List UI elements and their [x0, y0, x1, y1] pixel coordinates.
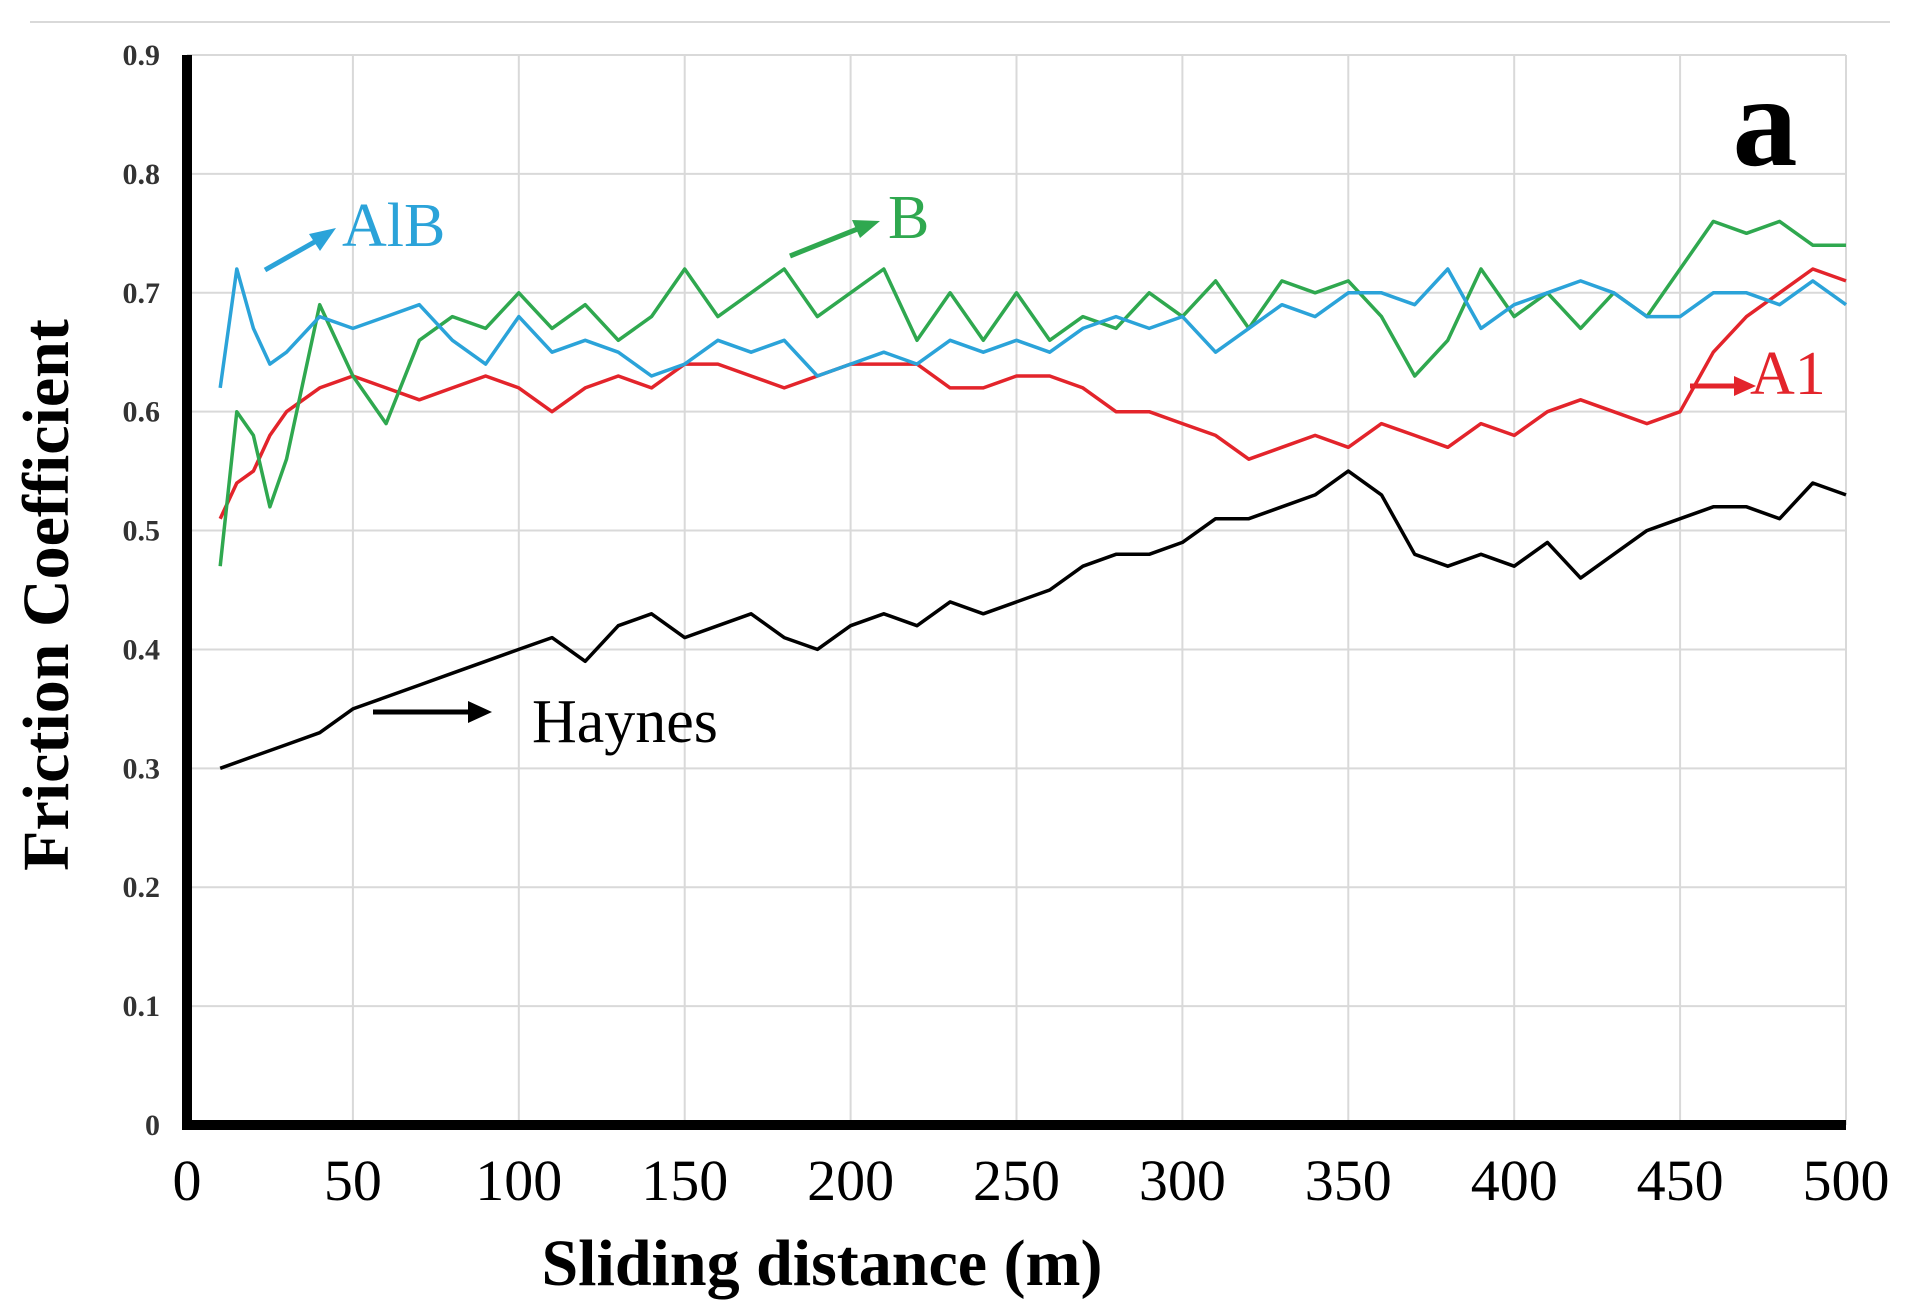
x-tick-label: 300 — [1139, 1148, 1226, 1213]
grid — [187, 54, 1847, 1125]
y-tick-label: 0.3 — [123, 752, 161, 785]
y-tick-label: 0.9 — [123, 39, 161, 72]
x-tick-label: 150 — [641, 1148, 728, 1213]
x-tick-label: 0 — [173, 1148, 202, 1213]
haynes-arrowhead — [468, 701, 492, 723]
a1-arrowhead — [1734, 376, 1756, 396]
panel-label: a — [1733, 50, 1798, 194]
alb-label: AlB — [342, 192, 445, 260]
y-tick-label: 0.1 — [123, 990, 161, 1023]
axes — [182, 55, 1846, 1130]
alb-arrowhead — [309, 228, 336, 251]
series-line-haynes — [219, 469, 1847, 770]
y-tick-label: 0.5 — [123, 515, 161, 548]
a1-label: A1 — [1750, 340, 1826, 408]
alb-arrow — [263, 237, 320, 273]
y-tick-label: 0.8 — [123, 158, 161, 191]
series-line-alb — [218, 267, 1848, 389]
y-tick-label: 0.6 — [123, 396, 161, 429]
series-line-a1 — [218, 267, 1847, 520]
annotation-alb: AlB — [263, 192, 445, 273]
x-tick-label: 100 — [475, 1148, 562, 1213]
b-arrowhead — [852, 220, 880, 238]
x-tick-label: 50 — [324, 1148, 382, 1213]
x-tick-labels: 0 50 100 150 200 250 300 350 400 450 500 — [173, 1148, 1890, 1213]
x-axis-title: Sliding distance (m) — [541, 1227, 1102, 1300]
x-tick-label: 200 — [807, 1148, 894, 1213]
annotation-a1: A1 — [1690, 340, 1826, 408]
y-axis-title: Friction Coefficient — [10, 319, 83, 871]
x-tick-label: 500 — [1803, 1148, 1890, 1213]
x-tick-label: 450 — [1637, 1148, 1724, 1213]
y-tick-labels: 0 0.1 0.2 0.3 0.4 0.5 0.6 0.7 0.8 0.9 — [123, 39, 161, 1142]
x-tick-label: 400 — [1471, 1148, 1558, 1213]
y-tick-label: 0.7 — [123, 277, 161, 310]
annotation-b: B — [789, 184, 929, 259]
y-tick-label: 0.4 — [123, 633, 161, 666]
b-arrow — [789, 225, 861, 259]
haynes-label: Haynes — [532, 688, 718, 756]
x-tick-label: 250 — [973, 1148, 1060, 1213]
series-lines — [218, 219, 1848, 770]
y-tick-label: 0 — [145, 1109, 160, 1142]
b-label: B — [888, 184, 929, 252]
series-line-b — [218, 219, 1846, 567]
y-tick-label: 0.2 — [123, 871, 161, 904]
x-tick-label: 350 — [1305, 1148, 1392, 1213]
annotation-haynes: Haynes — [373, 688, 718, 756]
